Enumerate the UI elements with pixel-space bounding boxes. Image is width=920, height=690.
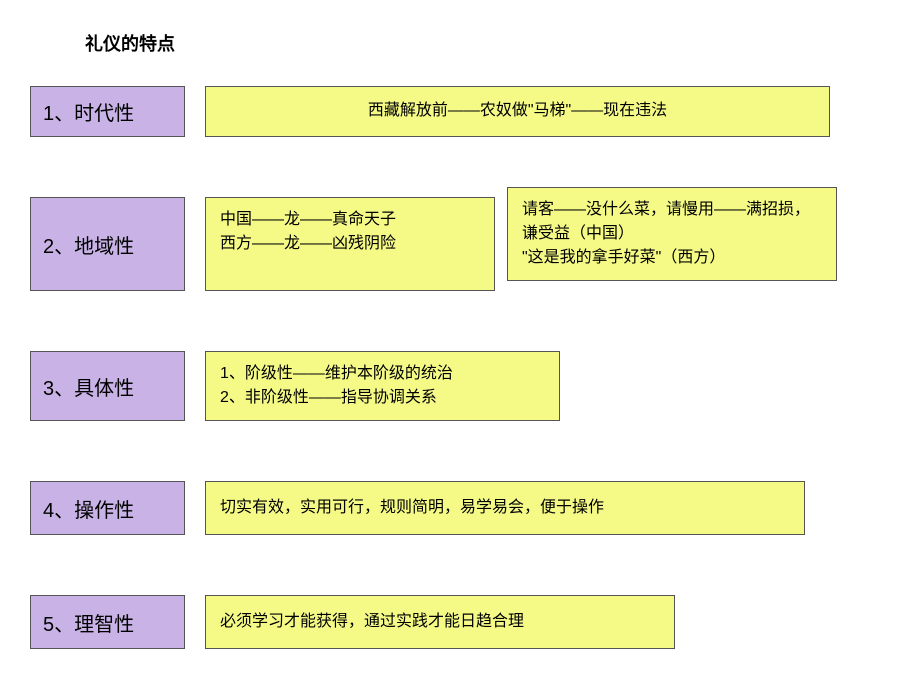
feature-row-2: 2、地域性 中国——龙——真命天子 西方——龙——凶残阴险 请客——没什么菜，请…	[20, 197, 900, 291]
feature-label-4: 4、操作性	[30, 481, 185, 535]
info-box-5-1: 必须学习才能获得，通过实践才能日趋合理	[205, 595, 675, 649]
page-title: 礼仪的特点	[85, 30, 900, 56]
feature-content-3: 1、阶级性——维护本阶级的统治 2、非阶级性——指导协调关系	[205, 351, 560, 421]
info-box-1-1: 西藏解放前——农奴做"马梯"——现在违法	[205, 86, 830, 137]
info-box-2-2: 请客——没什么菜，请慢用——满招损，谦受益（中国） "这是我的拿手好菜"（西方）	[507, 187, 837, 281]
feature-row-1: 1、时代性 西藏解放前——农奴做"马梯"——现在违法	[20, 86, 900, 137]
feature-label-5: 5、理智性	[30, 595, 185, 649]
feature-row-5: 5、理智性 必须学习才能获得，通过实践才能日趋合理	[20, 595, 900, 649]
feature-content-4: 切实有效，实用可行，规则简明，易学易会，便于操作	[205, 481, 805, 535]
feature-row-4: 4、操作性 切实有效，实用可行，规则简明，易学易会，便于操作	[20, 481, 900, 535]
feature-content-5: 必须学习才能获得，通过实践才能日趋合理	[205, 595, 675, 649]
info-box-2-1: 中国——龙——真命天子 西方——龙——凶残阴险	[205, 197, 495, 291]
info-box-3-1: 1、阶级性——维护本阶级的统治 2、非阶级性——指导协调关系	[205, 351, 560, 421]
info-box-4-1: 切实有效，实用可行，规则简明，易学易会，便于操作	[205, 481, 805, 535]
feature-content-1: 西藏解放前——农奴做"马梯"——现在违法	[205, 86, 830, 137]
feature-label-3: 3、具体性	[30, 351, 185, 421]
feature-label-2: 2、地域性	[30, 197, 185, 291]
feature-content-2: 中国——龙——真命天子 西方——龙——凶残阴险 请客——没什么菜，请慢用——满招…	[205, 197, 837, 291]
feature-label-1: 1、时代性	[30, 86, 185, 137]
feature-row-3: 3、具体性 1、阶级性——维护本阶级的统治 2、非阶级性——指导协调关系	[20, 351, 900, 421]
